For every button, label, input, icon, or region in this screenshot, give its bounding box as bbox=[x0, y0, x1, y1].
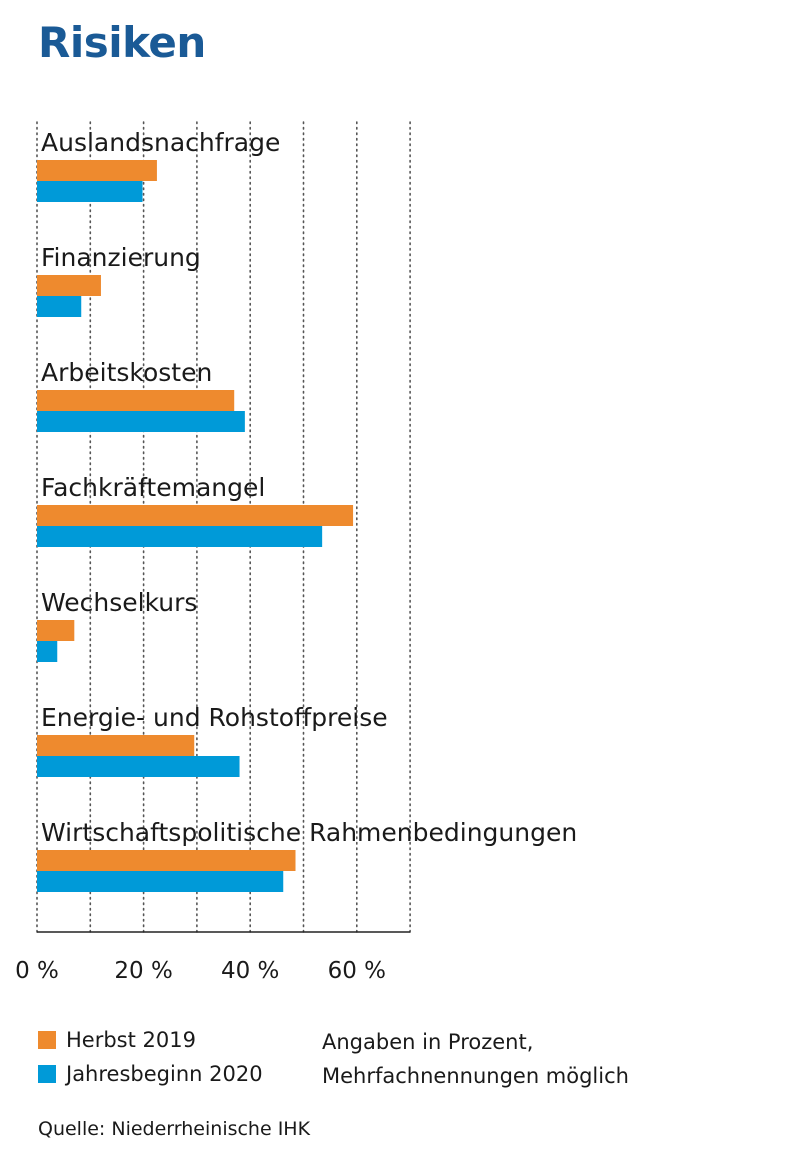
x-tick-label: 0 % bbox=[15, 958, 59, 984]
category-label: Arbeitskosten bbox=[41, 358, 212, 387]
bar-herbst-2019 bbox=[37, 160, 157, 181]
x-tick-label: 20 % bbox=[114, 958, 172, 984]
bar-jahresbeginn-2020 bbox=[37, 871, 284, 892]
bar-herbst-2019 bbox=[37, 275, 101, 296]
bar-chart: 0 % 20 % 40 % 60 % Auslandsnachfrage Finanzie… bbox=[15, 121, 577, 984]
bar-jahresbeginn-2020 bbox=[37, 411, 245, 432]
chart-note-line-1: Angaben in Prozent, bbox=[322, 1030, 534, 1054]
bar-jahresbeginn-2020 bbox=[37, 526, 323, 547]
category-label: Energie- und Rohstoffpreise bbox=[41, 703, 388, 732]
bar-herbst-2019 bbox=[37, 505, 354, 526]
bar-herbst-2019 bbox=[37, 735, 195, 756]
bar-herbst-2019 bbox=[37, 850, 296, 871]
chart-title: Risiken bbox=[38, 18, 206, 67]
chart-note-line-2: Mehrfachnennungen möglich bbox=[322, 1064, 629, 1088]
bar-herbst-2019 bbox=[37, 390, 235, 411]
legend-label-herbst: Herbst 2019 bbox=[66, 1028, 196, 1052]
legend-item-jahresbeginn: Jahresbeginn 2020 bbox=[38, 1062, 263, 1086]
bar-jahresbeginn-2020 bbox=[37, 296, 82, 317]
bar-jahresbeginn-2020 bbox=[37, 641, 58, 662]
category-label: Auslandsnachfrage bbox=[41, 128, 280, 157]
bar-jahresbeginn-2020 bbox=[37, 756, 240, 777]
x-tick-label: 60 % bbox=[328, 958, 386, 984]
category-label: Finanzierung bbox=[41, 243, 201, 272]
chart-note: Angaben in Prozent, Mehrfachnennungen mö… bbox=[322, 1025, 629, 1093]
category-label: Wechselkurs bbox=[41, 588, 197, 617]
legend-item-herbst: Herbst 2019 bbox=[38, 1028, 196, 1052]
bar-herbst-2019 bbox=[37, 620, 75, 641]
legend-swatch-jahresbeginn bbox=[38, 1065, 56, 1083]
category-label: Wirtschaftspolitische Rahmenbedingungen bbox=[41, 818, 577, 847]
bar-jahresbeginn-2020 bbox=[37, 181, 143, 202]
x-tick-label: 40 % bbox=[221, 958, 279, 984]
legend-swatch-herbst bbox=[38, 1031, 56, 1049]
category-label: Fachkräftemangel bbox=[41, 473, 265, 502]
source-note: Quelle: Niederrheinische IHK bbox=[38, 1118, 311, 1140]
legend-label-jahresbeginn: Jahresbeginn 2020 bbox=[66, 1062, 263, 1086]
